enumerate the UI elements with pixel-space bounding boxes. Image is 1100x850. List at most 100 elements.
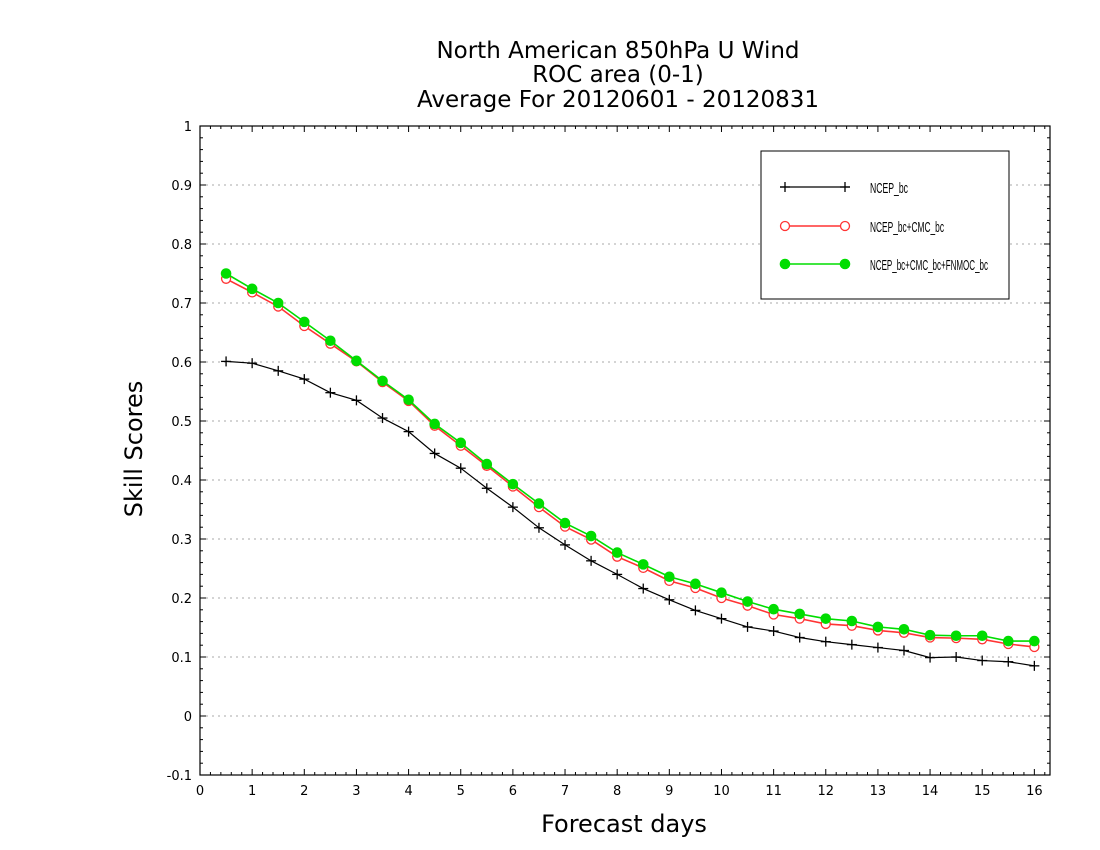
data-point (898, 645, 909, 656)
chart-title: North American 850hPa U Wind ROC area (0… (417, 38, 819, 113)
series-line (225, 278, 1035, 648)
data-point (925, 652, 936, 663)
data-point (325, 335, 336, 347)
data-point (325, 387, 336, 398)
data-point (507, 502, 518, 513)
data-point (246, 283, 258, 295)
x-tick-label: 9 (665, 784, 673, 799)
data-point (820, 613, 832, 624)
data-point (742, 621, 753, 632)
y-tick-label: 0.2 (171, 592, 192, 607)
data-point (1002, 635, 1014, 647)
data-point (455, 437, 467, 449)
x-axis-label: Forecast days (541, 810, 707, 838)
x-tick-label: 5 (457, 784, 465, 799)
y-tick-label: 0.1 (171, 651, 192, 666)
data-point (533, 498, 545, 509)
data-point (481, 483, 492, 494)
x-tick-label: 3 (352, 784, 360, 799)
legend-marker (780, 182, 790, 192)
legend-marker (779, 220, 791, 232)
x-tick-label: 16 (1026, 784, 1043, 799)
y-tick-label: 0.6 (171, 356, 192, 371)
y-tick-label: 1 (184, 120, 192, 135)
y-tick-label: 0.4 (171, 474, 192, 489)
data-point (1003, 656, 1014, 667)
plot-frame (199, 125, 1051, 776)
y-tick-label: 0.3 (171, 533, 192, 548)
data-point (638, 583, 649, 594)
legend-marker (839, 220, 851, 232)
legend-marker (840, 182, 850, 192)
data-point (716, 587, 727, 598)
data-point (481, 458, 493, 470)
data-point (977, 655, 988, 666)
data-point (559, 517, 571, 529)
data-point (273, 365, 284, 376)
y-tick-label: 0.5 (171, 415, 192, 430)
x-tick-label: 12 (817, 784, 834, 799)
series-2 (220, 273, 1040, 653)
y-tick-label: 0 (184, 710, 192, 725)
x-tick-label: 7 (561, 784, 569, 799)
data-point (429, 448, 440, 459)
legend-marker (779, 258, 791, 270)
x-tick-label: 11 (765, 784, 782, 799)
legend-label: NCEP_bc+CMC_bc (870, 219, 944, 236)
series-3 (220, 268, 1040, 647)
data-point (272, 297, 284, 309)
data-point (664, 594, 675, 605)
data-point (872, 642, 883, 653)
axes: -0.100.10.20.30.40.50.60.70.80.910 1 2 3 4 5 6… (167, 120, 1051, 799)
data-point (794, 632, 805, 643)
y-tick-label: 0.8 (171, 238, 192, 253)
legend-label: NCEP_bc (870, 180, 908, 197)
data-point (690, 605, 701, 616)
data-point (351, 355, 362, 367)
x-tick-label: 10 (713, 784, 730, 799)
data-point (872, 621, 884, 633)
data-point (298, 316, 310, 328)
data-point (403, 426, 414, 437)
title-line-2: ROC area (0-1) (532, 62, 704, 88)
x-tick-label: 8 (613, 784, 621, 799)
data-point (742, 596, 753, 607)
data-point (299, 374, 310, 385)
data-point (846, 639, 857, 650)
data-point (560, 539, 571, 550)
series-line (226, 360, 1035, 667)
data-point (1029, 660, 1040, 671)
data-point (220, 268, 232, 279)
legend-label: NCEP_bc+CMC_bc+FNMOC_bc (870, 257, 988, 274)
legend-marker (839, 258, 851, 270)
data-point (690, 578, 701, 590)
data-point (846, 615, 858, 627)
y-tick-label: 0.9 (171, 179, 192, 194)
x-tick-label: 4 (404, 784, 412, 799)
data-point (586, 555, 597, 566)
data-point (898, 623, 910, 635)
data-point (637, 559, 649, 570)
data-point (950, 630, 962, 642)
x-tick-label: 15 (974, 784, 991, 799)
data-point (377, 375, 388, 387)
data-point (377, 413, 388, 424)
data-point (221, 356, 232, 367)
plot-series (220, 268, 1040, 671)
y-tick-label: -0.1 (167, 769, 192, 784)
data-point (247, 358, 258, 369)
x-tick-label: 14 (922, 784, 939, 799)
data-point (533, 522, 544, 533)
data-point (794, 608, 805, 620)
data-point (612, 569, 623, 580)
data-point (455, 463, 466, 474)
data-point (976, 630, 988, 642)
x-tick-label: 6 (509, 784, 517, 799)
x-tick-label: 1 (248, 784, 256, 799)
data-point (768, 603, 779, 615)
data-point (768, 626, 779, 637)
data-point (820, 636, 831, 647)
data-point (951, 652, 962, 662)
x-tick-label: 0 (196, 784, 204, 799)
